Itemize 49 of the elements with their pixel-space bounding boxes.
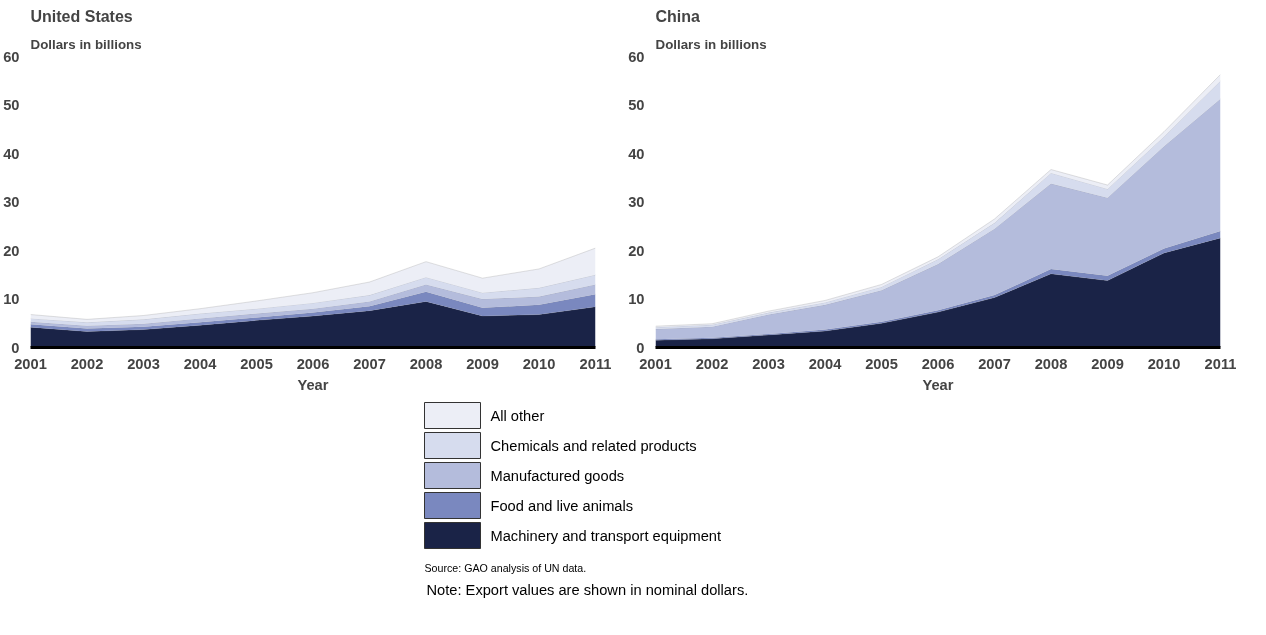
chart-title: United States bbox=[30, 7, 133, 25]
y-axis-title: Dollars in billions bbox=[30, 36, 142, 52]
x-tick-label: 2007 bbox=[978, 355, 1011, 372]
x-axis-title: Year bbox=[922, 376, 954, 393]
x-tick-label: 2006 bbox=[296, 355, 330, 372]
x-tick-label: 2003 bbox=[752, 355, 785, 372]
x-tick-label: 2003 bbox=[127, 355, 160, 372]
x-tick-label: 2005 bbox=[865, 355, 898, 372]
text: Note: Export values are shown in nominal dollars. bbox=[426, 581, 749, 598]
y-tick-label: 40 bbox=[628, 145, 645, 162]
legend-label: Food and live animals bbox=[490, 497, 634, 514]
chart-title: China bbox=[655, 7, 701, 25]
y-tick-label: 10 bbox=[3, 291, 20, 307]
legend-label: All other bbox=[490, 407, 545, 424]
y-tick-label: 50 bbox=[628, 97, 645, 113]
y-tick-label: 10 bbox=[628, 291, 645, 307]
x-axis-title: Year bbox=[297, 376, 329, 393]
x-tick-label: 2009 bbox=[466, 355, 499, 372]
y-tick-label: 0 bbox=[11, 339, 20, 356]
x-tick-label: 2002 bbox=[695, 355, 729, 372]
y-tick-label: 60 bbox=[628, 48, 645, 65]
y-tick-label: 20 bbox=[3, 242, 20, 259]
legend-label: Manufactured goods bbox=[490, 467, 625, 484]
x-tick-label: 2009 bbox=[1091, 355, 1124, 372]
x-tick-label: 2001 bbox=[639, 355, 672, 372]
x-tick-label: 2006 bbox=[921, 355, 955, 372]
y-tick-label: 30 bbox=[3, 194, 20, 210]
x-tick-label: 2010 bbox=[1147, 355, 1181, 372]
y-tick-label: 60 bbox=[3, 48, 20, 65]
y-tick-label: 40 bbox=[3, 145, 20, 162]
legend-label: Chemicals and related products bbox=[490, 437, 697, 454]
x-tick-label: 2008 bbox=[409, 355, 443, 372]
y-tick-label: 0 bbox=[636, 339, 645, 356]
x-tick-label: 2004 bbox=[183, 355, 218, 372]
x-tick-label: 2002 bbox=[70, 355, 104, 372]
x-tick-label: 2004 bbox=[808, 355, 843, 372]
x-tick-label: 2011 bbox=[1204, 355, 1237, 372]
x-tick-label: 2007 bbox=[353, 355, 386, 372]
legend-label: Machinery and transport equipment bbox=[490, 527, 722, 544]
x-tick-label: 2001 bbox=[14, 355, 47, 372]
x-tick-label: 2005 bbox=[240, 355, 273, 372]
y-tick-label: 50 bbox=[3, 97, 20, 113]
y-tick-label: 20 bbox=[628, 242, 645, 259]
y-tick-label: 30 bbox=[628, 194, 645, 210]
x-tick-label: 2011 bbox=[579, 355, 612, 372]
x-tick-label: 2008 bbox=[1034, 355, 1068, 372]
x-tick-label: 2010 bbox=[522, 355, 556, 372]
y-axis-title: Dollars in billions bbox=[655, 36, 767, 52]
source-note: Source: GAO analysis of UN data. bbox=[424, 561, 587, 574]
